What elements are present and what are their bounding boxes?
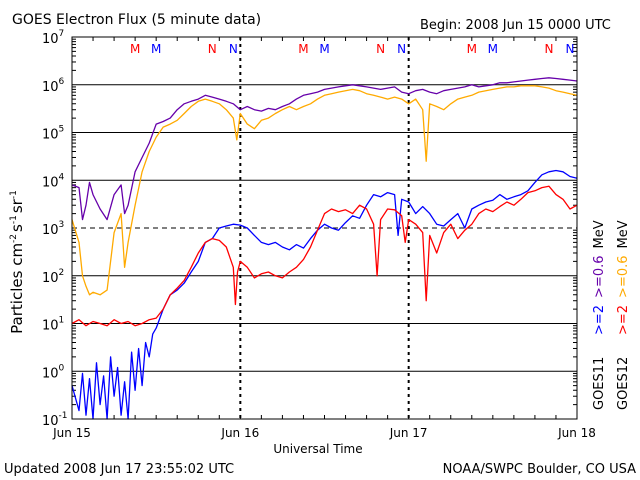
noon-midnight-marker: N bbox=[229, 42, 238, 56]
y-tick-label: 107 bbox=[42, 29, 64, 47]
series-line bbox=[71, 185, 578, 327]
y-tick-label: 101 bbox=[42, 316, 64, 334]
y-axis-label: Particles cm-2s-1sr-1 bbox=[8, 190, 26, 334]
plot-frame bbox=[71, 36, 578, 420]
x-axis-label: Universal Time bbox=[273, 442, 362, 456]
noon-midnight-marker: N bbox=[565, 42, 574, 56]
noon-midnight-marker: N bbox=[397, 42, 406, 56]
noon-midnight-marker: M bbox=[488, 42, 498, 56]
legend-satellite: GOES11 bbox=[592, 357, 607, 410]
noon-midnight-marker: N bbox=[544, 42, 553, 56]
credit-label: NOAA/SWPC Boulder, CO USA bbox=[443, 462, 636, 477]
noon-midnight-marker: M bbox=[298, 42, 308, 56]
y-tick-label: 10-1 bbox=[42, 411, 68, 429]
x-tick-label: Jun 17 bbox=[389, 426, 428, 440]
legend-entry-label: >=0.6 bbox=[592, 255, 607, 297]
y-tick-label: 102 bbox=[42, 268, 64, 286]
noon-midnight-marker: M bbox=[467, 42, 477, 56]
series-line bbox=[71, 85, 578, 296]
updated-label: Updated 2008 Jun 17 23:55:02 UTC bbox=[4, 462, 234, 477]
plot-area: 10-1 100 101 102 103 104 105 106 107 Jun 15 Jun 16… bbox=[42, 29, 596, 440]
noon-midnight-marker: M bbox=[130, 42, 140, 56]
noon-midnight-marker: N bbox=[376, 42, 385, 56]
x-tick-label: Jun 15 bbox=[52, 426, 91, 440]
series-line bbox=[71, 77, 578, 221]
legend-entry: >=2 >=0.6 MeV bbox=[592, 220, 607, 335]
legend: GOES11 >=2 >=0.6 MeV GOES12 >=2 >=0.6 MeV bbox=[592, 220, 631, 410]
begin-label: Begin: 2008 Jun 15 0000 UTC bbox=[420, 18, 611, 33]
legend-entry-label: >=2 bbox=[616, 305, 631, 335]
legend-entry-label: MeV bbox=[616, 220, 631, 248]
legend-entry-label: >=2 bbox=[592, 305, 607, 335]
x-tick-label: Jun 18 bbox=[557, 426, 596, 440]
legend-entry: >=2 >=0.6 MeV bbox=[616, 220, 631, 335]
legend-satellite: GOES12 bbox=[616, 357, 631, 410]
y-tick-label: 106 bbox=[42, 77, 65, 95]
y-tick-label: 100 bbox=[42, 363, 65, 381]
legend-entry-label: MeV bbox=[592, 220, 607, 248]
series-line bbox=[71, 169, 578, 420]
noon-midnight-marker: M bbox=[319, 42, 329, 56]
y-tick-label: 105 bbox=[42, 125, 64, 143]
y-tick-label: 104 bbox=[42, 172, 65, 190]
legend-entry-label: >=0.6 bbox=[616, 255, 631, 297]
noon-midnight-marker: N bbox=[208, 42, 217, 56]
chart-title: GOES Electron Flux (5 minute data) bbox=[12, 12, 261, 28]
y-tick-label: 103 bbox=[42, 220, 64, 238]
noon-midnight-marker: M bbox=[151, 42, 161, 56]
x-tick-label: Jun 16 bbox=[220, 426, 259, 440]
